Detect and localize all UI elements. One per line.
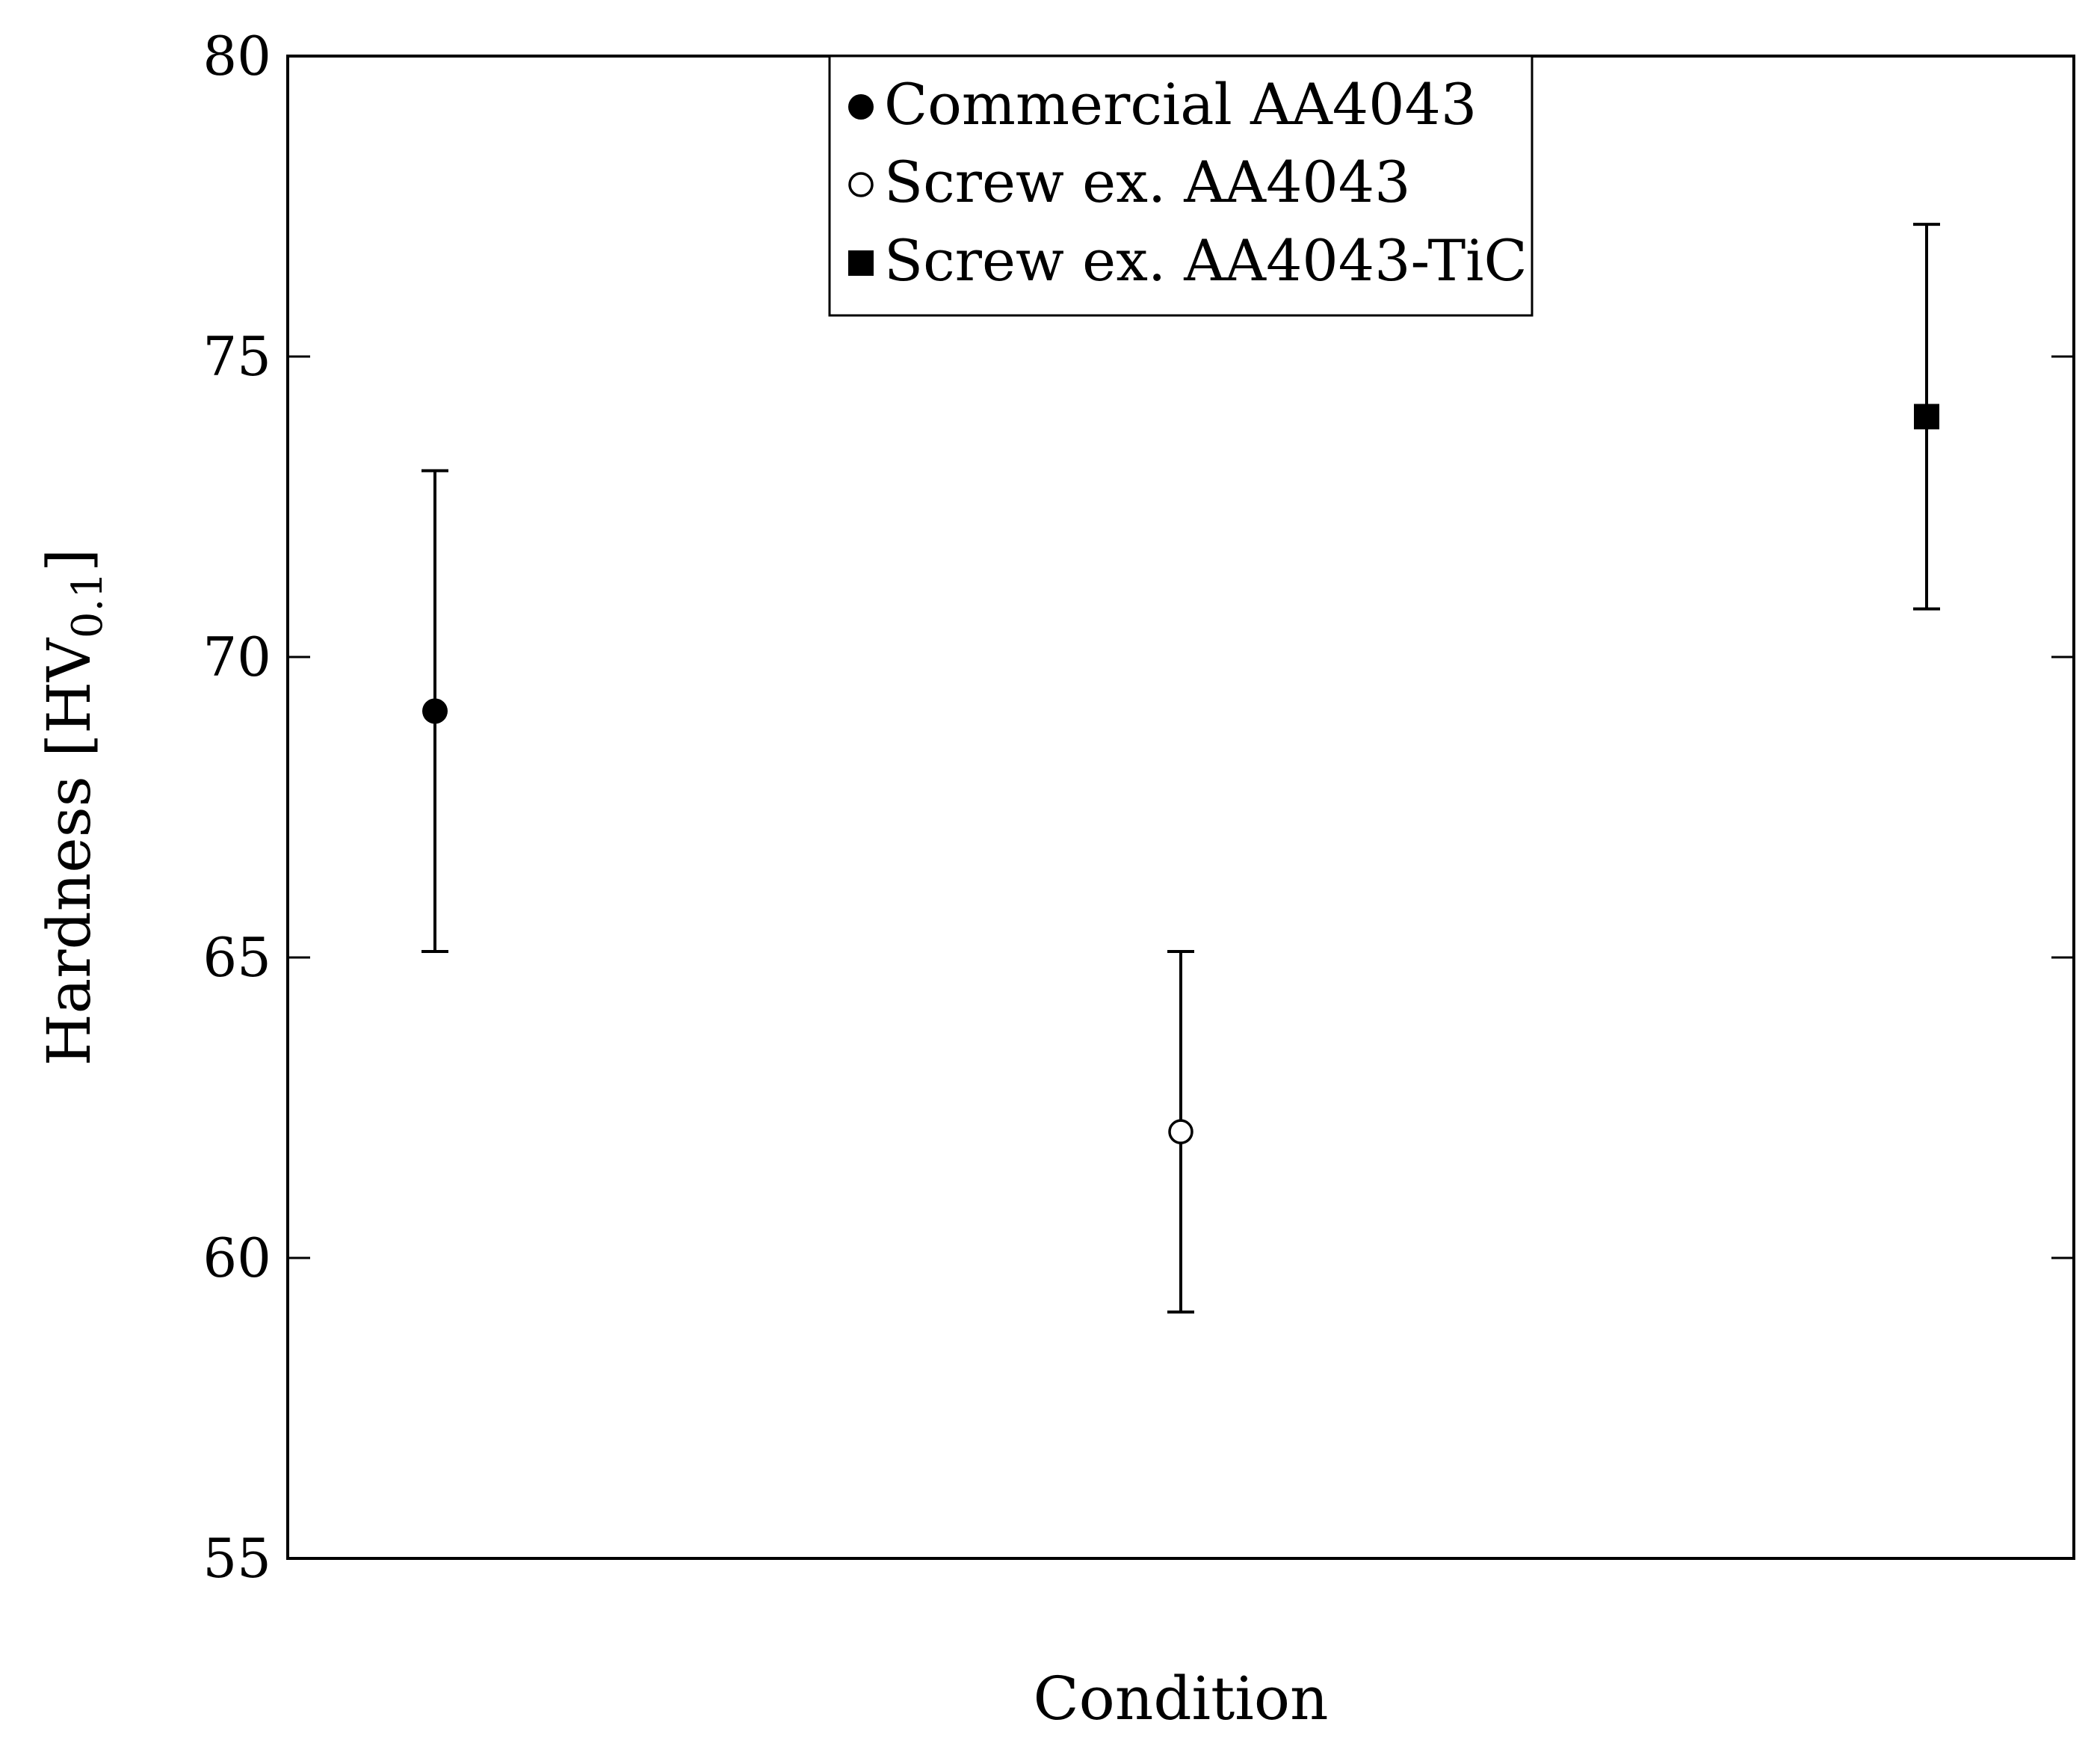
legend-marker-screw-tic: [848, 250, 874, 276]
y-tick-label: 60: [203, 1227, 271, 1289]
legend-label-screw: Screw ex. AA4043: [884, 149, 1410, 215]
y-tick-label: 65: [203, 926, 271, 989]
data-points: [422, 404, 1939, 1144]
legend-marker-screw: [848, 172, 874, 197]
y-tick-label: 55: [203, 1527, 271, 1590]
legend: Commercial AA4043 Screw ex. AA4043 Screw…: [828, 55, 1534, 317]
y-axis-title-subscript: 0.1: [64, 572, 112, 638]
legend-label-commercial: Commercial AA4043: [884, 71, 1477, 138]
data-point: [1914, 404, 1939, 430]
y-tick-label: 70: [203, 626, 271, 688]
y-tick-label: 80: [203, 25, 271, 87]
legend-box: [828, 55, 1534, 317]
error-bars: [421, 223, 1940, 1314]
data-point: [422, 698, 448, 724]
legend-marker-commercial: [848, 94, 874, 120]
y-axis-title-close: ]: [34, 549, 104, 572]
y-axis-title: Hardness [HV0.1]: [34, 549, 112, 1066]
legend-label-screw-tic: Screw ex. AA4043-TiC: [884, 227, 1528, 294]
y-tick-labels: 55 60 65 70 75 80: [203, 25, 271, 1590]
y-tick-label: 75: [203, 325, 271, 388]
x-axis-title: Condition: [1033, 1664, 1328, 1733]
y-axis-title-main: Hardness [HV: [34, 638, 104, 1066]
data-point: [1168, 1119, 1193, 1144]
